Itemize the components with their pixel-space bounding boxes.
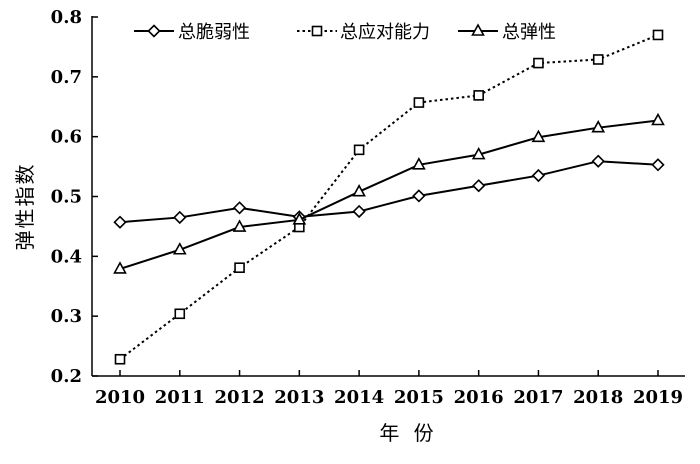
data-point: [174, 308, 186, 320]
data-point: [651, 158, 665, 172]
x-tick-label: 2017: [513, 387, 563, 408]
legend: 总脆弱性 总应对能力 总弹性: [134, 22, 556, 43]
series-layer: [113, 29, 665, 365]
y-tick-label: 0.4: [51, 246, 82, 267]
data-point: [472, 179, 486, 193]
legend-item: 总应对能力: [297, 22, 430, 43]
x-tick-label: 2011: [155, 387, 205, 408]
y-tick-label: 0.7: [51, 67, 82, 88]
x-tick-label: 2012: [215, 387, 265, 408]
data-point: [114, 353, 126, 365]
x-tick-label: 2016: [454, 387, 504, 408]
series-line: [119, 119, 659, 270]
data-point: [533, 57, 544, 69]
data-point: [234, 262, 245, 274]
data-point: [173, 210, 187, 225]
x-tick-label: 2013: [274, 387, 324, 408]
y-axis-title: 弹性指数: [13, 163, 37, 251]
y-tick-label: 0.8: [51, 7, 82, 28]
data-point: [591, 154, 605, 168]
data-point: [353, 144, 365, 156]
data-point: [531, 129, 546, 143]
data-point: [413, 97, 425, 108]
legend-label: 总应对能力: [340, 22, 430, 43]
y-tick-label: 0.3: [51, 306, 82, 327]
data-point: [292, 212, 307, 225]
legend-marker: [471, 23, 485, 36]
data-point: [113, 261, 127, 274]
x-axis-title: 年 份: [379, 421, 437, 445]
data-point: [473, 90, 484, 101]
data-point: [172, 242, 187, 255]
series-1: [113, 154, 665, 229]
legend-label: 总脆弱性: [178, 22, 250, 43]
data-point: [113, 215, 127, 229]
series-line: [119, 34, 659, 361]
x-tick-label: 2018: [573, 387, 623, 408]
legend-label: 总弹性: [502, 22, 556, 43]
x-tick-label: 2015: [394, 387, 444, 408]
x-axis-ticks: 2010 2011 2012 2013 2014 2015 2016 2017 2018 2019: [95, 370, 683, 408]
y-tick-label: 0.6: [51, 127, 82, 148]
y-tick-label: 0.2: [51, 366, 82, 387]
y-axis-ticks: 0.2 0.3 0.4 0.5 0.6 0.7 0.8: [51, 7, 98, 387]
legend-marker: [311, 25, 323, 37]
legend-item: 总弹性: [458, 22, 556, 43]
x-tick-label: 2014: [334, 387, 384, 408]
data-point: [232, 201, 247, 215]
data-point: [652, 29, 664, 41]
series-line: [119, 160, 659, 224]
legend-marker: [147, 24, 161, 38]
data-point: [352, 184, 366, 197]
data-point: [471, 146, 486, 160]
data-point: [352, 204, 366, 219]
data-point: [592, 54, 604, 65]
legend-item: 总脆弱性: [134, 22, 250, 43]
x-tick-label: 2019: [633, 387, 683, 408]
data-point: [651, 112, 665, 126]
series-2: [114, 29, 664, 365]
axes: [91, 16, 685, 377]
data-point: [412, 189, 426, 203]
data-point: [412, 157, 426, 170]
data-point: [591, 120, 606, 133]
data-point: [531, 168, 546, 183]
y-tick-label: 0.5: [51, 187, 82, 208]
series-3: [113, 112, 665, 274]
data-point: [232, 219, 247, 232]
x-tick-label: 2010: [95, 387, 145, 408]
